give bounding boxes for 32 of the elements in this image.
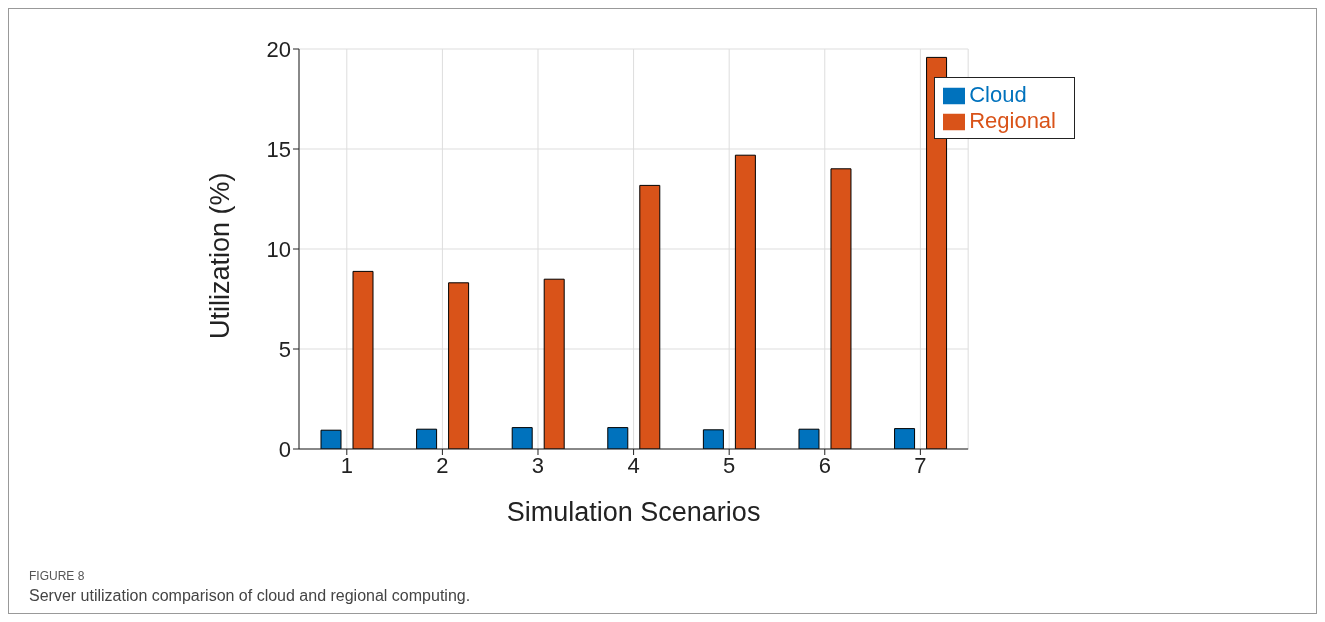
bar xyxy=(416,428,438,449)
bar xyxy=(543,278,565,449)
bar xyxy=(798,428,820,449)
bar xyxy=(639,184,661,449)
bar xyxy=(894,428,916,449)
caption: FIGURE 8 xyxy=(29,569,86,583)
y-tick-label: 20 xyxy=(266,36,291,62)
x-tick-label: 3 xyxy=(531,452,545,478)
x-tick-label: 5 xyxy=(723,452,736,478)
x-tick-label: 1 xyxy=(340,452,353,478)
x-axis-title: Simulation Scenarios xyxy=(506,497,761,527)
bar xyxy=(352,270,374,449)
x-tick-label: 7 xyxy=(914,452,927,478)
text: Server utilization comparison of cloud and regional computing. xyxy=(29,587,472,605)
y-tick-label: 5 xyxy=(278,336,291,362)
x-tick-label: 4 xyxy=(627,452,640,478)
bar xyxy=(320,429,342,449)
bar xyxy=(734,154,756,449)
bar xyxy=(607,427,629,449)
y-tick-label: 15 xyxy=(266,136,291,162)
bar xyxy=(511,427,533,449)
legend-label: Regional xyxy=(969,108,1056,133)
bar xyxy=(448,282,470,449)
legend-label: Cloud xyxy=(969,82,1027,107)
x-tick-label: 6 xyxy=(818,452,831,478)
bar xyxy=(926,56,948,449)
x-tick-label: 2 xyxy=(436,452,449,478)
y-axis-title: Utilization (%) xyxy=(204,172,235,339)
y-tick-label: 10 xyxy=(266,236,291,262)
bar xyxy=(830,168,852,449)
bar xyxy=(702,429,724,449)
y-tick-label: 0 xyxy=(278,436,291,462)
